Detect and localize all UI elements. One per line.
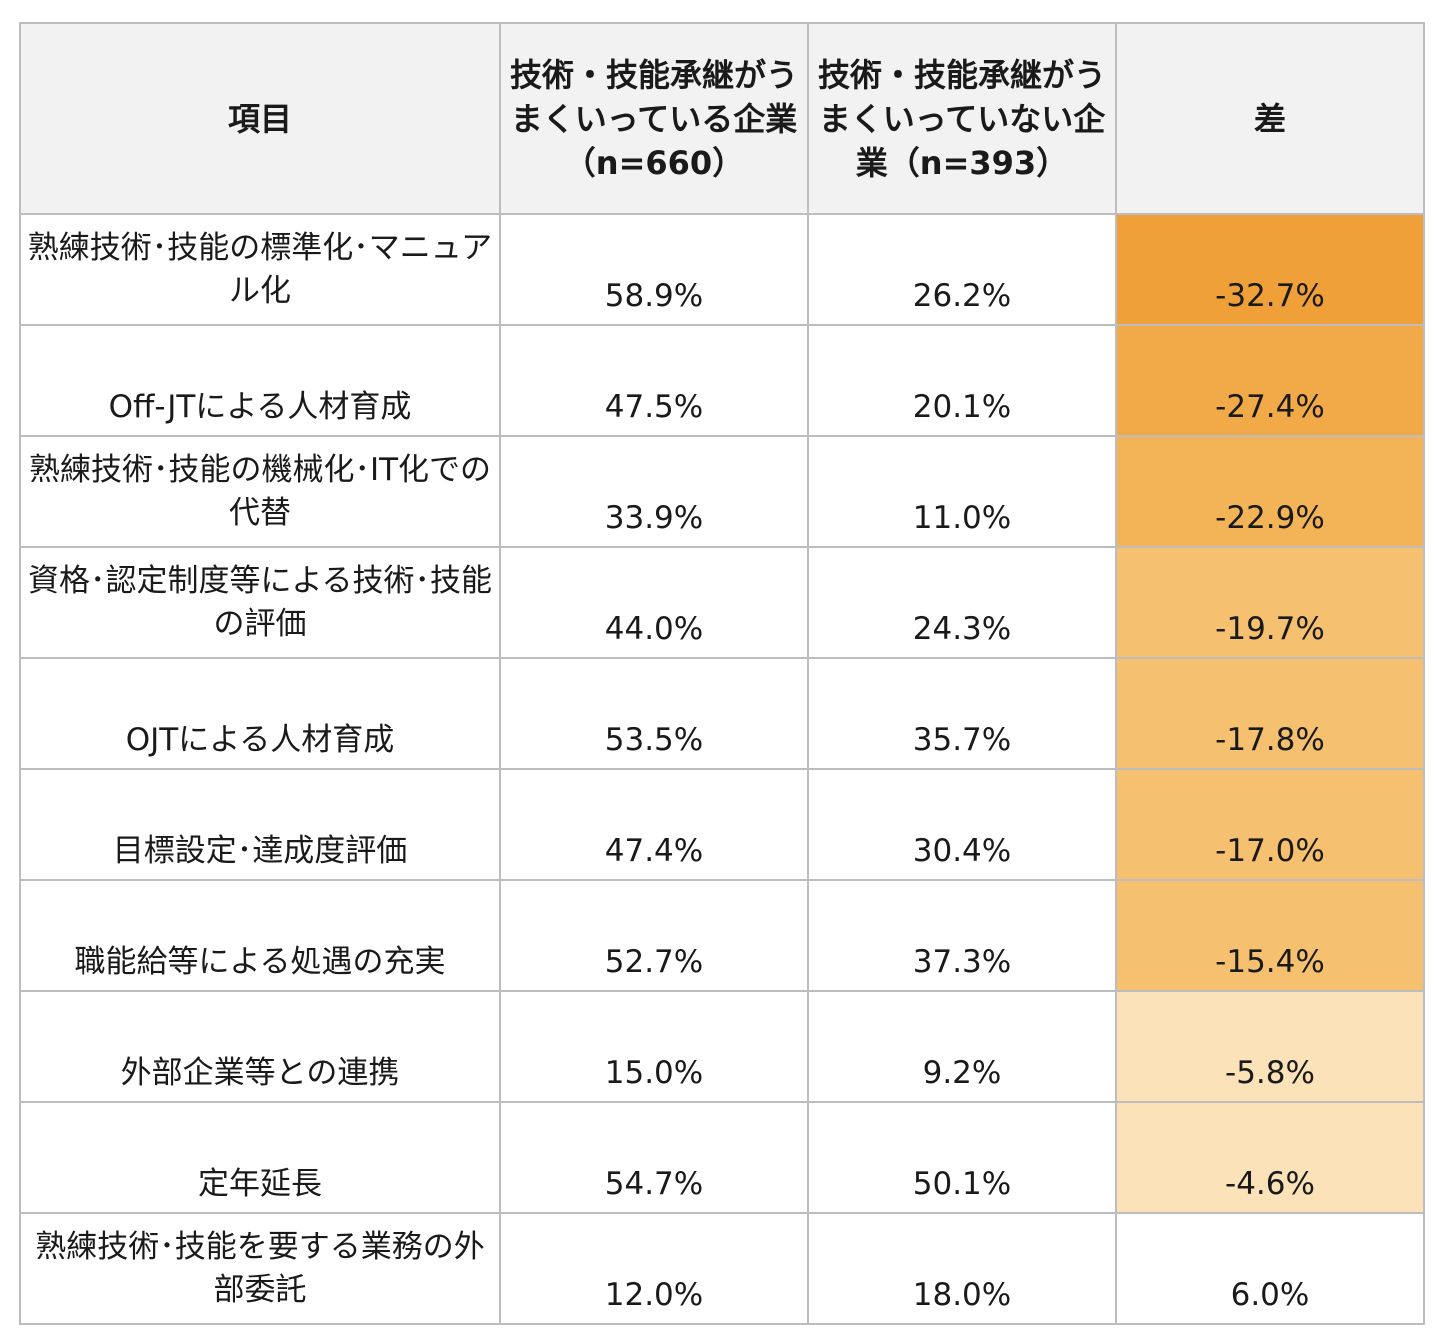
item-cell: 資格･認定制度等による技術･技能の評価 bbox=[19, 546, 501, 659]
header-success-companies: 技術・技能承継がうまくいっている企業（n=660） bbox=[499, 22, 809, 215]
difference-cell: -19.7% bbox=[1115, 546, 1425, 659]
item-cell: 熟練技術･技能の標準化･マニュアル化 bbox=[19, 213, 501, 326]
table-row: 熟練技術･技能を要する業務の外部委託 12.0% 18.0% 6.0% bbox=[19, 1212, 1425, 1325]
struggling-rate-cell: 24.3% bbox=[807, 546, 1117, 659]
difference-cell: -5.8% bbox=[1115, 990, 1425, 1103]
difference-cell: -22.9% bbox=[1115, 435, 1425, 548]
success-rate-cell: 12.0% bbox=[499, 1212, 809, 1325]
difference-cell: -27.4% bbox=[1115, 324, 1425, 437]
item-cell: Off-JTによる人材育成 bbox=[19, 324, 501, 437]
struggling-rate-cell: 20.1% bbox=[807, 324, 1117, 437]
item-cell: OJTによる人材育成 bbox=[19, 657, 501, 770]
table-row: Off-JTによる人材育成 47.5% 20.1% -27.4% bbox=[19, 324, 1425, 437]
item-cell: 職能給等による処遇の充実 bbox=[19, 879, 501, 992]
struggling-rate-cell: 30.4% bbox=[807, 768, 1117, 881]
header-item: 項目 bbox=[19, 22, 501, 215]
success-rate-cell: 15.0% bbox=[499, 990, 809, 1103]
struggling-rate-cell: 37.3% bbox=[807, 879, 1117, 992]
comparison-table: 項目 技術・技能承継がうまくいっている企業（n=660） 技術・技能承継がうまく… bbox=[19, 22, 1425, 1325]
success-rate-cell: 54.7% bbox=[499, 1101, 809, 1214]
item-cell: 外部企業等との連携 bbox=[19, 990, 501, 1103]
struggling-rate-cell: 11.0% bbox=[807, 435, 1117, 548]
table-row: 熟練技術･技能の機械化･IT化での代替 33.9% 11.0% -22.9% bbox=[19, 435, 1425, 548]
struggling-rate-cell: 26.2% bbox=[807, 213, 1117, 326]
table-row: 資格･認定制度等による技術･技能の評価 44.0% 24.3% -19.7% bbox=[19, 546, 1425, 659]
item-cell: 熟練技術･技能の機械化･IT化での代替 bbox=[19, 435, 501, 548]
difference-cell: -4.6% bbox=[1115, 1101, 1425, 1214]
table-row: 外部企業等との連携 15.0% 9.2% -5.8% bbox=[19, 990, 1425, 1103]
item-cell: 定年延長 bbox=[19, 1101, 501, 1214]
difference-cell: -17.8% bbox=[1115, 657, 1425, 770]
header-struggling-companies: 技術・技能承継がうまくいっていない企業（n=393） bbox=[807, 22, 1117, 215]
success-rate-cell: 33.9% bbox=[499, 435, 809, 548]
table-row: 定年延長 54.7% 50.1% -4.6% bbox=[19, 1101, 1425, 1214]
success-rate-cell: 53.5% bbox=[499, 657, 809, 770]
header-row: 項目 技術・技能承継がうまくいっている企業（n=660） 技術・技能承継がうまく… bbox=[19, 22, 1425, 215]
success-rate-cell: 44.0% bbox=[499, 546, 809, 659]
struggling-rate-cell: 9.2% bbox=[807, 990, 1117, 1103]
success-rate-cell: 47.4% bbox=[499, 768, 809, 881]
item-cell: 目標設定･達成度評価 bbox=[19, 768, 501, 881]
difference-cell: -15.4% bbox=[1115, 879, 1425, 992]
difference-cell: 6.0% bbox=[1115, 1212, 1425, 1325]
struggling-rate-cell: 18.0% bbox=[807, 1212, 1117, 1325]
table-row: 目標設定･達成度評価 47.4% 30.4% -17.0% bbox=[19, 768, 1425, 881]
success-rate-cell: 58.9% bbox=[499, 213, 809, 326]
table-row: 熟練技術･技能の標準化･マニュアル化 58.9% 26.2% -32.7% bbox=[19, 213, 1425, 326]
difference-cell: -17.0% bbox=[1115, 768, 1425, 881]
success-rate-cell: 52.7% bbox=[499, 879, 809, 992]
table-row: 職能給等による処遇の充実 52.7% 37.3% -15.4% bbox=[19, 879, 1425, 992]
difference-cell: -32.7% bbox=[1115, 213, 1425, 326]
table-row: OJTによる人材育成 53.5% 35.7% -17.8% bbox=[19, 657, 1425, 770]
item-cell: 熟練技術･技能を要する業務の外部委託 bbox=[19, 1212, 501, 1325]
header-difference: 差 bbox=[1115, 22, 1425, 215]
success-rate-cell: 47.5% bbox=[499, 324, 809, 437]
struggling-rate-cell: 35.7% bbox=[807, 657, 1117, 770]
struggling-rate-cell: 50.1% bbox=[807, 1101, 1117, 1214]
